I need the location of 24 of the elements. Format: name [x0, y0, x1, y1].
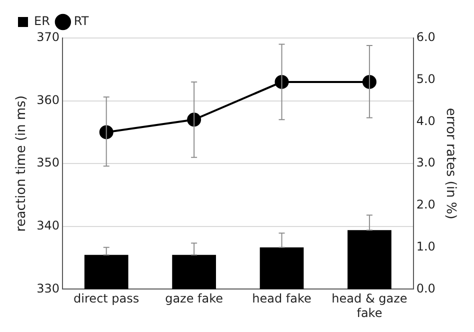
x-tick-label: gaze fake: [165, 292, 224, 306]
y2-tick-label: 4.0: [416, 114, 436, 128]
bar: [84, 254, 128, 290]
bar: [172, 254, 216, 290]
y2-tick-label: 5.0: [416, 72, 436, 86]
x-tick-label: direct pass: [74, 292, 140, 306]
y2-tick-label: 0.0: [416, 281, 436, 296]
bar: [348, 230, 392, 290]
bar: [260, 247, 304, 290]
y2-tick-label: 6.0: [416, 30, 436, 44]
x-tick-label: head fake: [252, 292, 312, 306]
y-tick-label: 330: [36, 281, 60, 296]
legend-label: ER: [34, 14, 50, 28]
y-tick-label: 350: [36, 156, 60, 170]
y-axis-title: reaction time (in ms): [14, 95, 30, 232]
y-tick-label: 370: [36, 30, 60, 44]
y2-tick-label: 3.0: [416, 156, 436, 170]
x-tick-label: head & gaze fake: [332, 292, 408, 320]
y2-axis-title: error rates (in %): [442, 108, 458, 220]
y2-tick-label: 2.0: [416, 198, 436, 212]
y-tick-label: 340: [36, 218, 60, 233]
legend-label: RT: [74, 14, 90, 28]
y-tick-label: 360: [36, 92, 60, 107]
y2-tick-label: 1.0: [416, 239, 436, 254]
